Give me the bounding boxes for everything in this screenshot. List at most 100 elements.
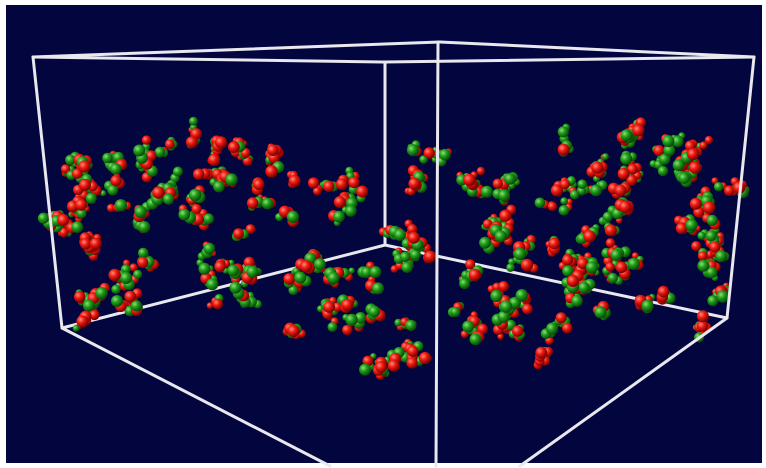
sphere <box>294 272 306 284</box>
sphere <box>83 300 95 312</box>
sphere <box>193 169 204 180</box>
sphere <box>558 144 570 156</box>
sphere <box>208 154 220 166</box>
sphere <box>80 238 91 249</box>
sphere <box>138 248 148 258</box>
sphere <box>142 135 151 144</box>
sphere <box>186 136 198 148</box>
sphere <box>706 230 717 241</box>
sphere <box>583 230 595 242</box>
sphere <box>548 202 557 211</box>
sphere <box>676 223 688 235</box>
sphere <box>408 232 420 244</box>
sphere <box>230 282 242 294</box>
sphere <box>616 262 628 274</box>
sphere <box>203 213 214 224</box>
sphere <box>504 173 516 185</box>
sphere <box>115 199 127 211</box>
sphere <box>165 139 175 149</box>
sphere <box>163 194 174 205</box>
sphere <box>407 144 419 156</box>
sphere <box>111 295 123 307</box>
sphere <box>463 174 475 186</box>
sphere <box>469 269 481 281</box>
sphere <box>327 272 339 284</box>
sphere <box>714 182 723 191</box>
sphere <box>562 323 573 334</box>
sphere <box>247 197 259 209</box>
sphere <box>516 289 528 301</box>
sphere <box>300 260 312 272</box>
sphere <box>658 166 668 176</box>
sphere <box>512 326 523 337</box>
sphere <box>479 237 491 249</box>
sphere <box>372 282 384 294</box>
sphere <box>715 250 727 262</box>
sphere <box>698 251 708 261</box>
sphere <box>308 177 319 188</box>
sphere <box>424 251 436 263</box>
sphere <box>152 186 164 198</box>
sphere <box>262 198 274 210</box>
sphere <box>342 325 352 335</box>
sphere <box>481 186 493 198</box>
sphere <box>247 266 259 278</box>
sphere <box>590 185 602 197</box>
sphere <box>558 126 569 137</box>
sphere <box>459 278 470 289</box>
sphere <box>359 364 371 376</box>
sphere <box>289 175 301 187</box>
sphere <box>375 361 387 373</box>
sphere <box>687 148 699 160</box>
sphere <box>697 310 709 322</box>
sphere <box>603 212 613 222</box>
sphere <box>571 295 583 307</box>
sphere <box>406 357 417 368</box>
sphere <box>689 161 701 173</box>
box-edge <box>436 42 438 466</box>
sphere <box>356 186 368 198</box>
sphere <box>173 167 183 177</box>
sphere <box>336 178 348 190</box>
sphere <box>410 249 421 260</box>
sphere <box>493 179 503 189</box>
sphere <box>560 197 568 205</box>
sphere <box>500 300 512 312</box>
molecule-viewer <box>0 0 766 468</box>
sphere <box>535 347 547 359</box>
sphere <box>225 173 237 185</box>
sphere <box>96 287 108 299</box>
sphere <box>477 167 485 175</box>
sphere <box>499 210 511 222</box>
sphere <box>506 263 515 272</box>
sphere <box>370 266 382 278</box>
sphere <box>328 322 338 332</box>
sphere <box>283 273 295 285</box>
sphere <box>323 181 334 192</box>
sphere <box>215 136 227 148</box>
sphere <box>618 168 630 180</box>
sphere <box>253 179 264 190</box>
sphere <box>72 221 84 233</box>
sphere <box>76 315 88 327</box>
sphere <box>407 346 418 357</box>
sphere <box>287 211 299 223</box>
sphere <box>602 153 609 160</box>
sphere <box>703 201 715 213</box>
sphere <box>206 278 218 290</box>
sphere <box>75 199 87 211</box>
sphere <box>228 141 240 153</box>
sphere <box>78 160 90 172</box>
sphere <box>131 300 142 311</box>
sphere <box>227 265 239 277</box>
sphere <box>204 243 216 255</box>
sphere <box>406 320 417 331</box>
sphere <box>697 232 705 240</box>
sphere <box>133 145 145 157</box>
sphere <box>522 304 533 315</box>
sphere <box>556 312 567 323</box>
sphere <box>470 333 482 345</box>
sphere <box>178 209 190 221</box>
sphere <box>189 117 198 126</box>
sphere <box>90 238 102 250</box>
